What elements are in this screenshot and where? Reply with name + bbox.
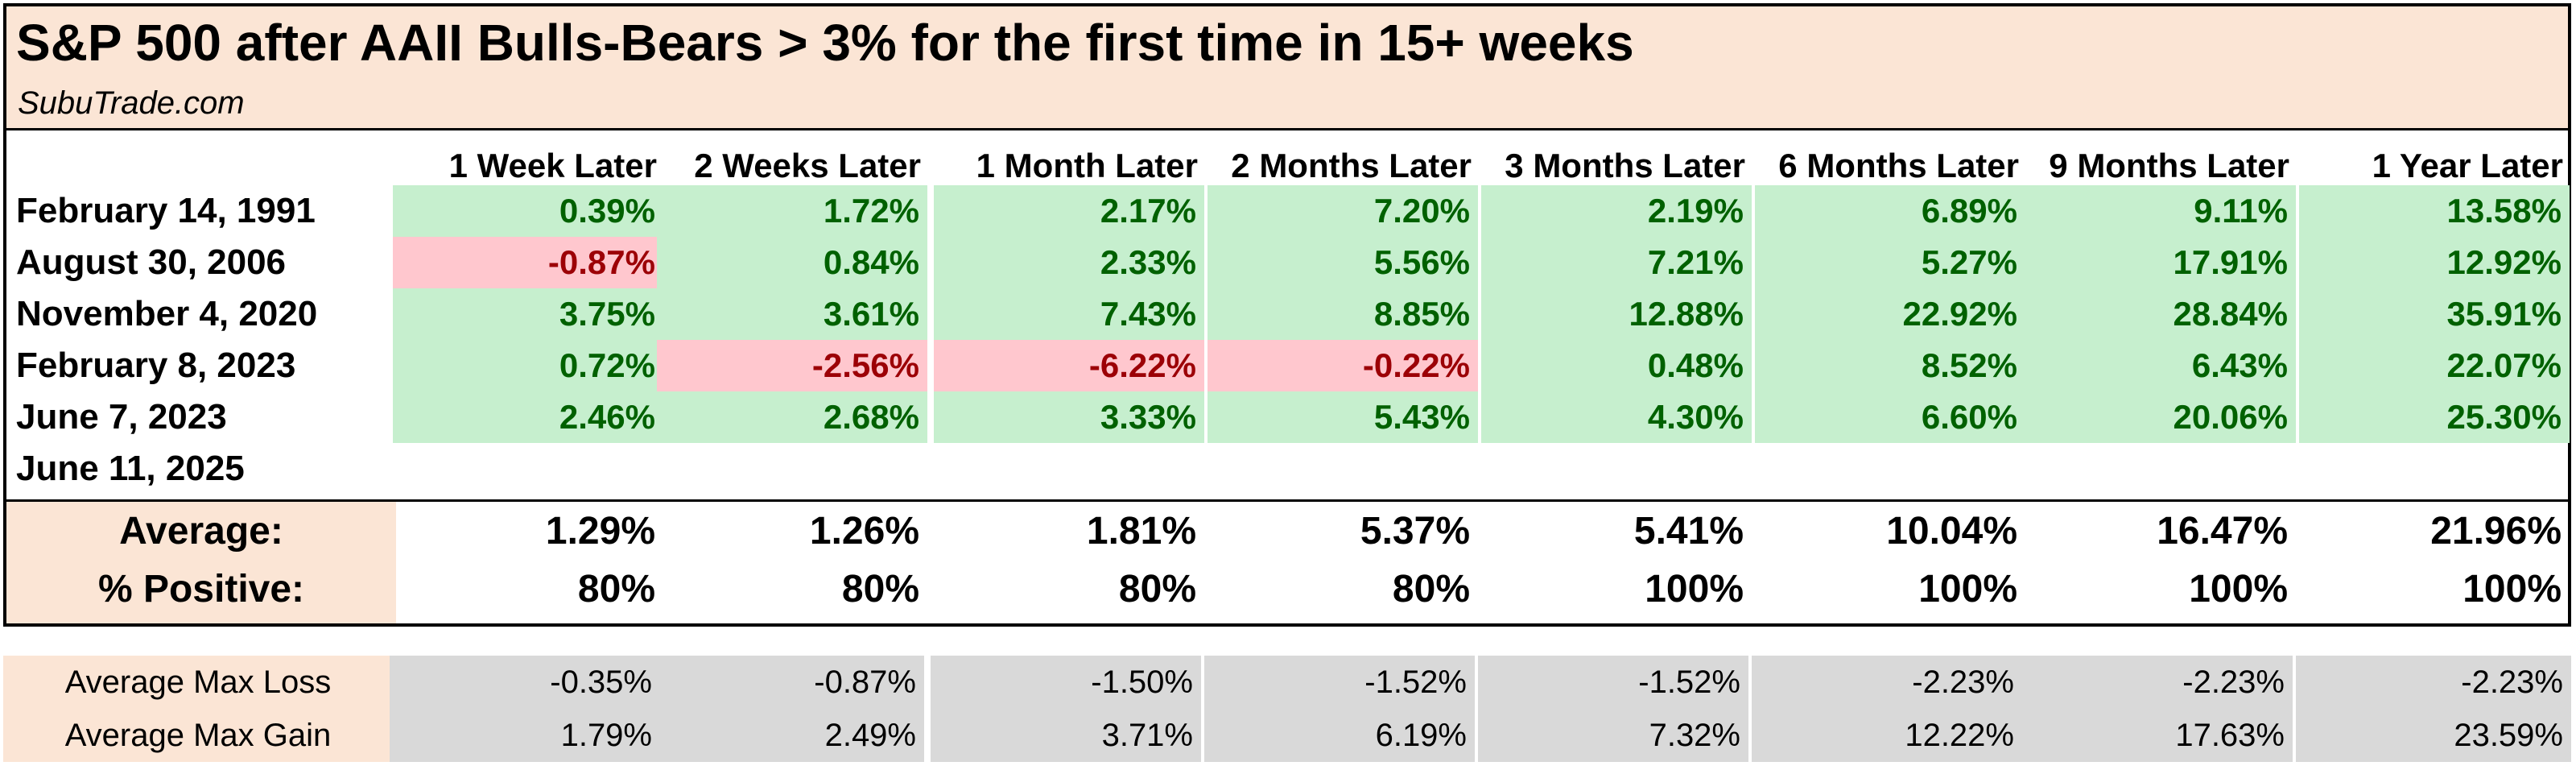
page-subtitle: SubuTrade.com bbox=[18, 85, 245, 121]
table-cell: 12.92% bbox=[2299, 237, 2570, 288]
summary-value: 1.29% bbox=[545, 510, 655, 553]
results-table: S&P 500 after AAII Bulls-Bears > 3% for … bbox=[3, 3, 2571, 627]
column-header: 3 Months Later bbox=[1505, 147, 1745, 184]
stats-value: -1.52% bbox=[1478, 656, 1748, 709]
summary-value: 100% bbox=[1918, 568, 2017, 611]
stats-table: Average Max Loss -0.35% -0.87% -1.50% -1.52%… bbox=[3, 656, 2571, 770]
table-cell: 0.48% bbox=[1481, 340, 1752, 391]
column-header: 6 Months Later bbox=[1778, 147, 2019, 184]
summary-value: 21.96% bbox=[2430, 510, 2562, 553]
page-title: S&P 500 after AAII Bulls-Bears > 3% for … bbox=[16, 14, 1634, 72]
summary-value: 80% bbox=[577, 568, 655, 611]
table-cell: 17.91% bbox=[2025, 237, 2296, 288]
table-cell: 5.43% bbox=[1208, 391, 1478, 443]
summary-value: 100% bbox=[1645, 568, 1744, 611]
summary-value: 80% bbox=[1392, 568, 1470, 611]
table-cell: 0.39% bbox=[393, 185, 663, 237]
row-date-label: June 7, 2023 bbox=[16, 397, 227, 437]
summary-value: 5.37% bbox=[1360, 510, 1470, 553]
table-cell: 5.56% bbox=[1208, 237, 1478, 288]
table-cell: 2.68% bbox=[657, 391, 927, 443]
table-cell: 25.30% bbox=[2299, 391, 2570, 443]
stats-value: 3.71% bbox=[931, 709, 1201, 762]
table-cell: -6.22% bbox=[934, 340, 1204, 391]
table-cell: 6.60% bbox=[1755, 391, 2025, 443]
table-cell: 3.75% bbox=[393, 288, 663, 340]
summary-value: 1.81% bbox=[1086, 510, 1196, 553]
table-cell: 8.85% bbox=[1208, 288, 1478, 340]
table-cell: 1.72% bbox=[657, 185, 927, 237]
stats-value: 23.59% bbox=[2296, 709, 2571, 762]
summary-value: 1.26% bbox=[809, 510, 919, 553]
table-cell: 22.07% bbox=[2299, 340, 2570, 391]
stats-value: 17.63% bbox=[2022, 709, 2293, 762]
table-cell: 7.21% bbox=[1481, 237, 1752, 288]
summary-value: 80% bbox=[1118, 568, 1196, 611]
table-cell: 6.43% bbox=[2025, 340, 2296, 391]
table-cell: 12.88% bbox=[1481, 288, 1752, 340]
table-cell: 0.84% bbox=[657, 237, 927, 288]
table-cell: 7.20% bbox=[1208, 185, 1478, 237]
summary-value: 100% bbox=[2189, 568, 2288, 611]
summary-label-column bbox=[6, 502, 396, 623]
column-header: 2 Months Later bbox=[1231, 147, 1472, 184]
table-cell: -0.22% bbox=[1208, 340, 1478, 391]
stats-value: 12.22% bbox=[1752, 709, 2022, 762]
table-cell: 0.72% bbox=[393, 340, 663, 391]
summary-value: 80% bbox=[841, 568, 919, 611]
title-banner: S&P 500 after AAII Bulls-Bears > 3% for … bbox=[6, 6, 2568, 130]
stats-value: -0.35% bbox=[390, 656, 660, 709]
table-cell: 28.84% bbox=[2025, 288, 2296, 340]
table-cell: 2.17% bbox=[934, 185, 1204, 237]
stats-value: -0.87% bbox=[654, 656, 924, 709]
table-cell: 35.91% bbox=[2299, 288, 2570, 340]
table-cell: -2.56% bbox=[657, 340, 927, 391]
summary-divider bbox=[6, 499, 2568, 502]
row-date-label: June 11, 2025 bbox=[16, 449, 245, 488]
table-cell: 4.30% bbox=[1481, 391, 1752, 443]
stats-value: -2.23% bbox=[1752, 656, 2022, 709]
summary-value: 16.47% bbox=[2157, 510, 2288, 553]
summary-label: % Positive: bbox=[97, 568, 305, 611]
column-header: 1 Week Later bbox=[448, 147, 657, 184]
table-cell: 2.46% bbox=[393, 391, 663, 443]
row-date-label: February 8, 2023 bbox=[16, 346, 296, 385]
stats-label: Average Max Gain bbox=[3, 709, 393, 762]
table-cell: 7.43% bbox=[934, 288, 1204, 340]
table-cell: 2.33% bbox=[934, 237, 1204, 288]
stats-value: -1.52% bbox=[1204, 656, 1475, 709]
column-header: 1 Year Later bbox=[2372, 147, 2563, 184]
table-cell: 6.89% bbox=[1755, 185, 2025, 237]
summary-label: Average: bbox=[119, 510, 283, 553]
table-cell: 5.27% bbox=[1755, 237, 2025, 288]
table-cell: -0.87% bbox=[393, 237, 663, 288]
stats-label: Average Max Loss bbox=[3, 656, 393, 709]
stats-value: 6.19% bbox=[1204, 709, 1475, 762]
table-cell: 9.11% bbox=[2025, 185, 2296, 237]
column-header: 2 Weeks Later bbox=[694, 147, 921, 184]
row-date-label: November 4, 2020 bbox=[16, 294, 318, 333]
stats-value: -2.23% bbox=[2296, 656, 2571, 709]
column-header: 9 Months Later bbox=[2049, 147, 2289, 184]
table-cell: 8.52% bbox=[1755, 340, 2025, 391]
stats-value: 7.32% bbox=[1478, 709, 1748, 762]
table-cell: 22.92% bbox=[1755, 288, 2025, 340]
stats-value: -1.50% bbox=[931, 656, 1201, 709]
table-cell: 2.19% bbox=[1481, 185, 1752, 237]
row-date-label: August 30, 2006 bbox=[16, 242, 287, 282]
summary-value: 5.41% bbox=[1633, 510, 1744, 553]
table-cell: 13.58% bbox=[2299, 185, 2570, 237]
table-cell: 3.33% bbox=[934, 391, 1204, 443]
column-header: 1 Month Later bbox=[976, 147, 1198, 184]
table-cell: 3.61% bbox=[657, 288, 927, 340]
row-date-label: February 14, 1991 bbox=[16, 191, 316, 230]
stats-value: 2.49% bbox=[654, 709, 924, 762]
table-cell: 20.06% bbox=[2025, 391, 2296, 443]
stats-value: 1.79% bbox=[390, 709, 660, 762]
stats-value: -2.23% bbox=[2022, 656, 2293, 709]
summary-value: 100% bbox=[2462, 568, 2562, 611]
summary-value: 10.04% bbox=[1886, 510, 2017, 553]
